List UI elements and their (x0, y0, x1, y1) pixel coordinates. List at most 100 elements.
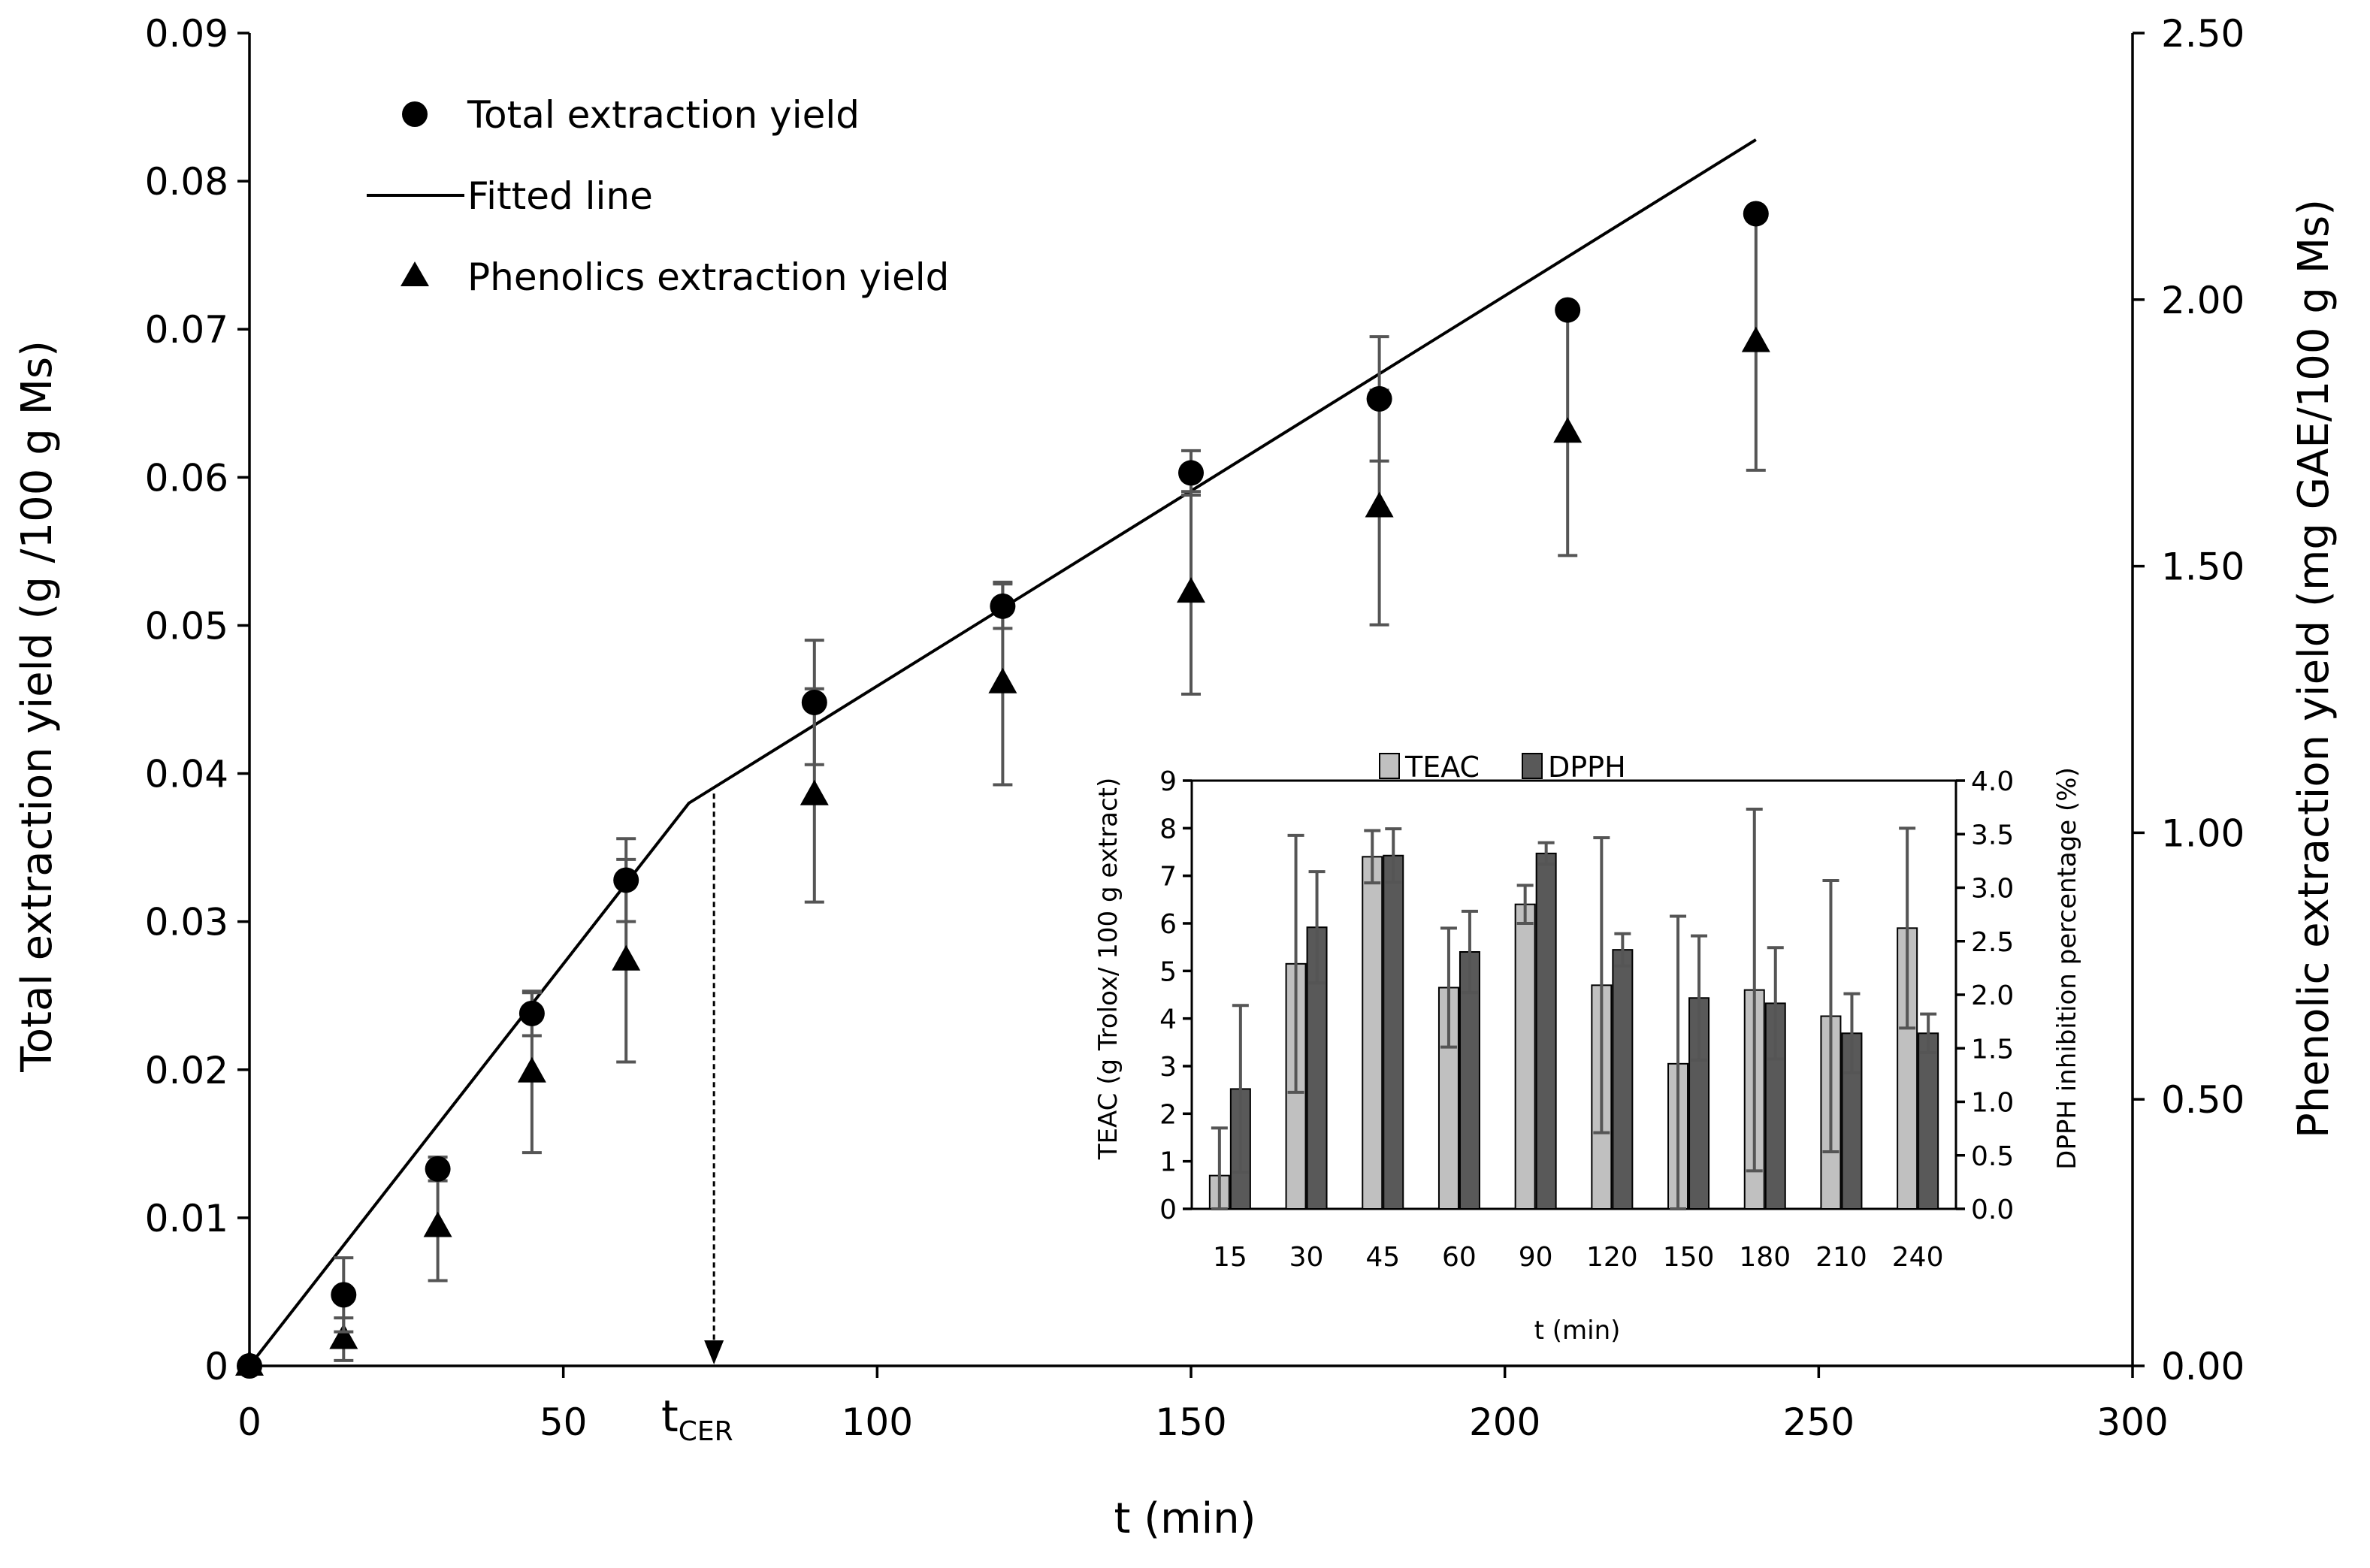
main-x-tick-label: 100 (842, 1400, 913, 1444)
inset-y-tick-label: 2 (1159, 1099, 1177, 1130)
dpph-bar (1612, 949, 1634, 1210)
inset-y2-tick-label: 3.0 (1971, 874, 2014, 905)
inset-y2-tick-label: 2.5 (1971, 927, 2014, 958)
tcer-base: t (661, 1391, 679, 1442)
legend-label-phenolics: Phenolics extraction yield (467, 255, 949, 299)
main-y-tick-label: 0.01 (145, 1197, 228, 1240)
dpph-bar (1535, 852, 1557, 1210)
total-yield-point (1178, 460, 1204, 486)
inset-legend-swatch-dpph (1522, 753, 1543, 779)
inset-y-tick-label: 7 (1159, 862, 1177, 893)
main-y2-tick-label: 1.00 (2161, 811, 2245, 855)
total-yield-point (1743, 201, 1769, 227)
inset-legend-label-teac: TEAC (1404, 751, 1480, 784)
fitted-line (248, 138, 1757, 1367)
inset-y-tick-label: 3 (1159, 1052, 1177, 1083)
total-yield-point (331, 1282, 357, 1308)
main-x-tick-label: 200 (1469, 1400, 1540, 1444)
main-x-tick-label: 50 (540, 1400, 588, 1444)
legend-marker-circle (402, 101, 428, 127)
phenolics-point (1741, 326, 1770, 352)
inset-legend-swatch-teac (1379, 753, 1400, 779)
main-y-tick-label: 0.06 (145, 456, 228, 500)
main-x-tick-label: 150 (1155, 1400, 1226, 1444)
inset-x-tick-label: 15 (1213, 1242, 1247, 1273)
legend-label-fitted: Fitted line (467, 174, 653, 218)
total-yield-point (801, 689, 827, 715)
main-y-tick-label: 0.07 (145, 308, 228, 352)
inset-y-tick-label: 0 (1159, 1195, 1177, 1225)
phenolics-point (1177, 577, 1205, 603)
inset-x-axis-title: t (min) (1534, 1316, 1621, 1346)
phenolics-point (1553, 417, 1583, 443)
inset-y2-tick-label: 4.0 (1971, 766, 2014, 797)
inset-y2-tick-label: 1.0 (1971, 1088, 2014, 1119)
main-y2-tick-label: 2.00 (2161, 279, 2245, 322)
inset-x-tick-label: 210 (1815, 1242, 1867, 1273)
inset-y-tick-label: 8 (1159, 814, 1177, 844)
inset-y-axis-title: TEAC (g Trolox/ 100 g extract) (1093, 778, 1123, 1160)
main-y-tick-label: 0.04 (145, 753, 228, 796)
teac-bar (1514, 903, 1536, 1210)
total-yield-point (1366, 385, 1392, 412)
inset-y2-tick-label: 1.5 (1971, 1034, 2014, 1065)
inset-x-tick-label: 120 (1586, 1242, 1638, 1273)
tcer-arrow-head (704, 1340, 724, 1364)
main-y-tick-label: 0.09 (145, 12, 228, 56)
main-x-axis-title: t (min) (1114, 1494, 1256, 1543)
total-yield-point (990, 593, 1016, 619)
inset-x-tick-label: 45 (1365, 1242, 1400, 1273)
inset-x-tick-label: 240 (1892, 1242, 1944, 1273)
inset-y2-tick-label: 0.0 (1971, 1195, 2014, 1225)
inset-x-tick-label: 30 (1289, 1242, 1324, 1273)
inset-y2-tick-label: 2.0 (1971, 980, 2014, 1011)
inset-y-tick-label: 1 (1159, 1147, 1177, 1178)
inset-x-tick-label: 150 (1663, 1242, 1715, 1273)
main-y-tick-label: 0.02 (145, 1049, 228, 1092)
main-y-tick-label: 0.08 (145, 160, 228, 204)
phenolics-point (517, 1056, 546, 1083)
main-y-tick-label: 0.03 (145, 901, 228, 944)
inset-y2-axis-title: DPPH inhibition percentage (%) (2052, 767, 2082, 1170)
main-y2-tick-label: 1.50 (2161, 545, 2245, 589)
phenolics-point (329, 1323, 358, 1349)
total-yield-point (237, 1353, 262, 1379)
chart-marks: 0 50 100 150 200 250 30000.010.020.030.040.050… (145, 12, 2245, 1444)
inset-x-tick-label: 180 (1739, 1242, 1791, 1273)
main-x-tick-label: 0 (237, 1400, 261, 1444)
phenolics-point (612, 944, 641, 971)
inset-y-tick-label: 9 (1159, 766, 1177, 797)
inset-y-tick-label: 5 (1159, 956, 1177, 987)
inset-y-tick-label: 4 (1159, 1005, 1177, 1035)
dpph-bar (1918, 1032, 1939, 1210)
legend-label-total: Total extraction yield (467, 93, 860, 137)
tcer-annotation: tCER (661, 1391, 733, 1447)
phenolics-point (1365, 491, 1394, 518)
inset-y2-tick-label: 3.5 (1971, 820, 2014, 850)
teac-bar (1362, 856, 1383, 1210)
main-y-axis-title: Total extraction yield (g /100 g Ms) (13, 340, 62, 1073)
phenolics-point (423, 1211, 452, 1237)
main-y-tick-label: 0.05 (145, 604, 228, 648)
inset-legend-label-dpph: DPPH (1548, 751, 1626, 784)
total-yield-point (518, 1000, 545, 1026)
inset-y2-tick-label: 0.5 (1971, 1141, 2014, 1172)
total-yield-point (1555, 297, 1581, 323)
inset-x-tick-label: 90 (1519, 1242, 1553, 1273)
main-x-tick-label: 250 (1783, 1400, 1855, 1444)
tcer-subscript: CER (679, 1416, 733, 1447)
inset-y-tick-label: 6 (1159, 909, 1177, 940)
main-y2-tick-label: 0.00 (2161, 1345, 2245, 1388)
inset-x-tick-label: 60 (1442, 1242, 1477, 1273)
main-y2-tick-label: 2.50 (2161, 12, 2245, 56)
main-y2-tick-label: 0.50 (2161, 1078, 2245, 1122)
phenolics-point (800, 779, 829, 805)
main-y2-axis-title: Phenolic extraction yield (mg GAE/100 g … (2290, 199, 2338, 1138)
total-yield-point (425, 1156, 451, 1182)
main-x-tick-label: 300 (2096, 1400, 2168, 1444)
total-yield-point (613, 867, 639, 893)
legend-marker-triangle (401, 261, 429, 286)
phenolics-point (988, 667, 1017, 693)
